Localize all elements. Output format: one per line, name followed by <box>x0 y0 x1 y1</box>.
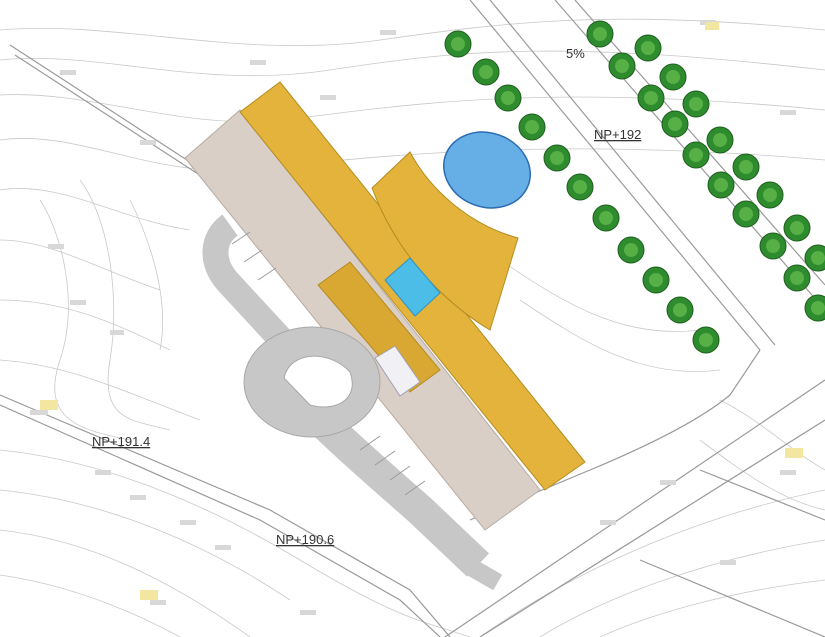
tree-icon <box>566 173 594 201</box>
fan-deck <box>371 151 519 331</box>
tree-icon <box>634 34 662 62</box>
tree-icon <box>592 204 620 232</box>
tree-icon <box>682 141 710 169</box>
tree-icon <box>666 296 694 324</box>
tree-icon <box>682 90 710 118</box>
tree-icon <box>759 232 787 260</box>
tree-icon <box>692 326 720 354</box>
level-label-top: NP+192 <box>594 127 641 142</box>
tree-icon <box>804 294 825 322</box>
tree-icon <box>756 181 784 209</box>
tree-icon <box>659 63 687 91</box>
small-structure <box>374 345 421 397</box>
tree-icon <box>706 126 734 154</box>
level-label-bottom: NP+190.6 <box>276 532 334 547</box>
pond <box>443 131 531 209</box>
tree-icon <box>642 266 670 294</box>
tree-icon <box>444 30 472 58</box>
tree-icon <box>586 20 614 48</box>
tree-icon <box>804 244 825 272</box>
tree-icon <box>494 84 522 112</box>
tree-icon <box>617 236 645 264</box>
tree-icon <box>732 200 760 228</box>
tree-icon <box>543 144 571 172</box>
pool <box>384 257 441 317</box>
level-label-left: NP+191.4 <box>92 434 150 449</box>
tree-row-left <box>444 30 720 354</box>
tree-icon <box>732 153 760 181</box>
tree-icon <box>661 110 689 138</box>
tree-icon <box>637 84 665 112</box>
tree-row-right <box>586 20 825 322</box>
slope-label: 5% <box>566 46 585 61</box>
tree-icon <box>783 264 811 292</box>
tree-icon <box>783 214 811 242</box>
survey-marks <box>30 20 803 615</box>
driveway <box>202 214 503 591</box>
tree-icon <box>472 58 500 86</box>
tree-icon <box>518 113 546 141</box>
tree-icon <box>707 171 735 199</box>
tree-icon <box>608 52 636 80</box>
